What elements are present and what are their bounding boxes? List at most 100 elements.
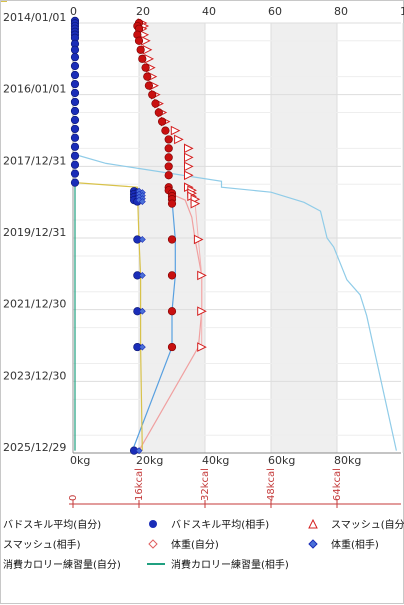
- legend-pink-diamond-icon: [148, 539, 158, 549]
- red-triangle-marker: [197, 342, 207, 352]
- red-dot-marker: [167, 307, 177, 316]
- legend-label: 消費カロリー練習量(自分): [3, 558, 121, 571]
- legend-red-triangle-icon: [308, 518, 318, 529]
- weight-tick-label: 80kg: [334, 454, 361, 467]
- weight-axis: 0kg 20kg 40kg 60kg 80kg: [70, 452, 401, 467]
- calorie-tick-label: 48kcal: [266, 468, 277, 501]
- red-dot-marker: [136, 45, 145, 54]
- gridlines: [72, 22, 404, 454]
- blue-dot-marker: [70, 106, 80, 116]
- weight-tick-label: 60kg: [268, 454, 295, 467]
- blue-dot-marker: [70, 160, 80, 169]
- red-dot-marker: [164, 135, 173, 144]
- blue-diamond-marker: [138, 307, 146, 315]
- red-dot-marker: [134, 36, 144, 45]
- legend-item: 消費カロリー練習量(自分): [1, 1, 121, 571]
- time-tick-label: 2017/12/31: [3, 154, 66, 167]
- top-tick-label: 0: [70, 5, 77, 18]
- blue-diamond-marker: [135, 447, 143, 455]
- red-dot-marker: [151, 99, 160, 108]
- red-triangle-marker: [184, 152, 194, 163]
- legend-item: スマッシュ(相手): [3, 538, 81, 551]
- calorie-axis: 0 16kcal 32kcal 48kcal 64kcal: [68, 468, 401, 508]
- blue-diamond-marker: [138, 198, 146, 206]
- blue-dot-marker: [70, 142, 80, 151]
- blue-dot-marker: [70, 61, 80, 71]
- top-tick-label: 40: [202, 5, 216, 18]
- legend-label: 体重(相手): [331, 538, 379, 551]
- blue-dot-marker: [70, 97, 80, 107]
- blue-diamond-marker: [138, 236, 146, 243]
- legend-item: 体重(相手): [308, 538, 379, 551]
- calorie-tick-label: 0: [68, 495, 79, 501]
- red-dot-marker: [167, 342, 177, 352]
- series-lines: [74, 153, 397, 451]
- red-dot-marker: [164, 153, 173, 162]
- red-dot-marker: [144, 81, 153, 90]
- red-dot-marker: [148, 90, 157, 99]
- blue-diamond-marker: [138, 271, 146, 279]
- red-dot-marker: [158, 117, 167, 126]
- legend-item: バドスキル平均(相手): [149, 518, 269, 531]
- legend-label: バドスキル平均(相手): [171, 518, 269, 531]
- weight-tick-label: 0kg: [70, 454, 90, 467]
- time-tick-label: 2014/01/01: [3, 11, 66, 24]
- red-dot-marker: [141, 63, 150, 72]
- blue-dot-marker: [70, 45, 80, 54]
- red-triangle-marker: [184, 161, 194, 172]
- red-triangle-marker: [190, 198, 201, 209]
- time-tick-label: 2019/12/31: [3, 226, 66, 239]
- series-markers: [70, 16, 207, 455]
- legend: バドスキル平均(自分) バドスキル平均(相手) スマッシュ(自分) スマッシュ(相手)…: [1, 1, 404, 571]
- time-tick-label: 2025/12/29: [3, 441, 66, 454]
- red-triangle-marker: [197, 270, 207, 281]
- red-dot-marker: [154, 108, 163, 117]
- weight-tick-label: 20kg: [136, 454, 163, 467]
- red-dot-marker: [167, 235, 177, 244]
- red-dot-marker: [164, 162, 173, 171]
- time-tick-label: 2021/12/30: [3, 298, 66, 311]
- red-triangle-marker: [184, 143, 194, 154]
- legend-label: スマッシュ(自分): [331, 518, 404, 531]
- red-dot-marker: [164, 144, 173, 153]
- blue-dot-marker: [70, 88, 80, 98]
- legend-label: 消費カロリー練習量(相手): [171, 558, 289, 571]
- blue-dot-marker: [70, 124, 80, 134]
- top-tick-label: 80: [334, 5, 348, 18]
- legend-item: 体重(自分): [148, 538, 219, 551]
- legend-item: 消費カロリー練習量(相手): [147, 558, 289, 571]
- blue-dot-marker: [70, 79, 80, 89]
- red-dot-marker: [143, 72, 152, 81]
- red-dot-marker: [167, 271, 177, 280]
- blue-dot-marker: [70, 53, 80, 62]
- red-triangle-marker: [193, 234, 204, 245]
- blue-dot-marker: [70, 70, 80, 80]
- red-dot-marker: [161, 126, 170, 135]
- blue-dot-marker: [70, 151, 80, 160]
- top-tick-label: 20: [136, 5, 150, 18]
- legend-blue-diamond-icon: [308, 539, 318, 549]
- legend-blue-dot-icon: [149, 520, 157, 528]
- top-tick-label: 60: [268, 5, 282, 18]
- top-value-axis: 0 20 40 60 80 10: [70, 5, 404, 18]
- time-tick-label: 2016/01/01: [3, 83, 66, 96]
- blue-dot-marker: [70, 133, 80, 142]
- series-line: [74, 153, 397, 451]
- red-dot-marker: [164, 171, 173, 180]
- red-triangle-marker: [184, 170, 194, 181]
- blue-dot-marker: [70, 115, 80, 125]
- blue-dot-marker: [70, 169, 80, 178]
- legend-item: バドスキル平均(自分): [3, 518, 101, 531]
- red-dot-marker: [167, 199, 177, 208]
- calorie-tick-label: 64kcal: [332, 468, 343, 501]
- time-axis: 2014/01/01 2016/01/01 2017/12/31 2019/12/31…: [3, 11, 74, 454]
- calorie-tick-label: 16kcal: [134, 468, 145, 501]
- legend-label: 体重(自分): [171, 538, 219, 551]
- legend-item: スマッシュ(自分): [308, 518, 404, 531]
- weight-tick-label: 40kg: [202, 454, 229, 467]
- blue-dot-marker: [70, 178, 80, 187]
- top-tick-label: 10: [400, 5, 404, 18]
- red-triangle-marker: [170, 125, 181, 136]
